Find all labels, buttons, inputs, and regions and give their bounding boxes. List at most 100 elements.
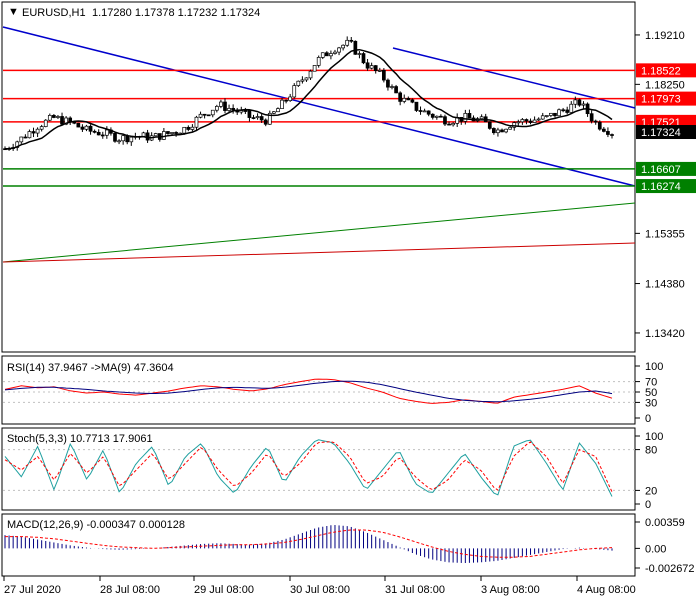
candle-body [593,120,598,123]
candle-body [561,109,565,112]
long-term-red-line[interactable] [2,242,636,263]
candle-body [536,118,541,121]
candle-body [145,132,150,141]
candle-body [553,112,557,117]
candle-body [312,65,317,72]
candle-body [27,131,32,139]
candle-body [288,96,293,101]
candle-body [113,132,117,142]
candle-body [308,70,313,79]
candle-body [247,110,252,118]
candle-body [447,123,451,126]
candle-body [96,131,101,136]
candle-body [508,126,513,130]
price-tick-label: 1.19210 [645,30,685,42]
candle-body [365,62,370,69]
candle-body [492,128,496,134]
candle-body [88,125,93,132]
candle-body [35,128,40,134]
time-axis: 27 Jul 2020 28 Jul 08:00 29 Jul 08:00 30 Ju… [3,576,636,596]
candle-body [64,117,68,125]
candle-body [479,116,484,120]
moving-average-line [4,48,613,150]
header-arrow-icon: ▼ [8,6,19,18]
candle-body [610,134,614,136]
candle-body [76,122,81,128]
candle-body [276,108,280,113]
level-price-badge [636,179,696,194]
series-line-1 [4,441,613,493]
rsi-label: RSI(14) 37.9467 ->MA(9) 47.3604 [7,362,174,374]
time-tick-label: 30 Jul 08:00 [290,584,350,596]
candle-body [304,77,309,81]
axis-tick-label: 100 [645,431,663,443]
time-tick-label: 28 Jul 08:00 [100,584,160,596]
candle-body [353,40,358,55]
candle-body [43,119,48,127]
time-tick-label: 31 Jul 08:00 [385,584,445,596]
candle-body [597,121,602,130]
candle-body [31,131,36,134]
candle-body [190,126,195,130]
candle-body [524,119,529,122]
level-price-label: 1.17973 [641,94,681,106]
long-term-support-line[interactable] [2,202,636,263]
axis-tick-label: 0 [645,499,651,511]
axis-tick-label: 70 [645,377,657,389]
price-tick-label: 1.13420 [645,328,685,340]
candle-body [324,52,329,57]
candle-body [210,109,215,116]
candle-body [377,70,382,72]
candle-body [231,107,235,111]
candle-body [23,136,28,139]
time-tick-label: 27 Jul 2020 [4,584,61,596]
axis-tick-label: 50 [645,387,657,399]
candle-body [414,101,419,111]
candle-body [202,113,207,116]
axis-tick-label: 80 [645,445,657,457]
candle-body [259,116,264,121]
time-tick-label: 29 Jul 08:00 [194,584,254,596]
candle-body [80,126,85,130]
candle-body [439,115,443,118]
candle-body [92,130,97,133]
candle-body [602,128,606,132]
candle-body [532,119,537,123]
price-tick-label: 1.18250 [645,79,685,91]
candle-body [316,57,321,66]
rsi-lines [3,378,635,404]
candle-body [581,103,586,106]
candle-body [512,122,517,128]
candle-body [357,53,362,55]
current-price-badge [636,125,696,140]
candle-body [296,80,301,86]
candle-body [227,107,231,111]
candle-body [117,140,121,143]
ohlc-values: 1.17280 1.17378 1.17232 1.17324 [92,7,260,19]
candle-body [272,111,276,114]
stoch-axis: 100 80 20 0 [635,431,663,511]
axis-tick-label: 0.00359 [645,517,685,529]
candle-body [382,70,386,81]
candle-body [418,110,423,112]
rsi-pane-border [1,355,636,425]
candle-body [333,51,337,54]
level-price-label: 1.16274 [641,181,681,193]
candle-body [361,53,366,64]
price-axis: 1.19210 1.18250 1.15355 1.14380 1.13420 [635,30,685,340]
candle-body [463,113,468,122]
candle-body [19,136,24,143]
candle-body [243,110,248,112]
candle-body [589,113,594,122]
candle-body [394,86,398,94]
candle-body [39,126,44,130]
candle-body [516,121,521,124]
candle-body [349,39,354,42]
candle-body [84,125,89,130]
candle-body [251,117,256,119]
axis-tick-label: 0.00 [645,543,666,555]
channel-lower-line[interactable] [2,26,636,187]
